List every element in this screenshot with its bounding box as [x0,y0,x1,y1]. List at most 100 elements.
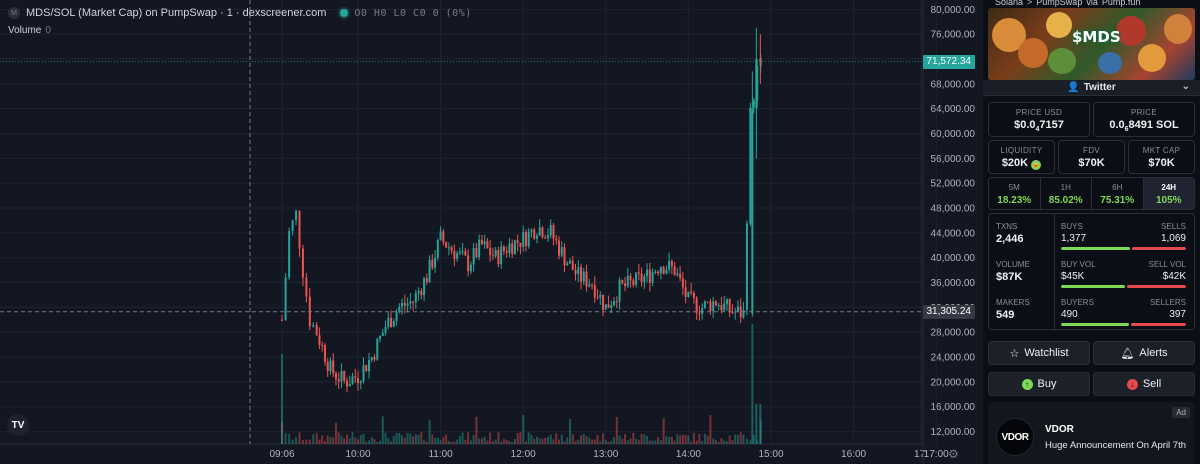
candle-body [390,317,393,327]
tradingview-logo-icon[interactable]: TV [7,414,29,436]
candle-body [442,231,445,242]
candle-body [511,243,514,254]
price-tick-label: 68,000.00 [931,79,976,90]
volume-bar [725,441,728,444]
volume-bar [305,439,308,444]
price-tick-label: 80,000.00 [931,5,976,16]
tab-6h[interactable]: 6H 75.31% [1092,178,1144,209]
volume-bar [728,435,731,444]
candle-body [646,269,649,277]
arrow-down-icon: ↓ [1126,378,1138,390]
breadcrumb-chain[interactable]: Solana [995,0,1024,7]
volume-label: Volume [8,25,42,36]
candle-body [668,260,671,270]
candle-body [345,380,348,387]
volume-bar [472,434,475,444]
price-tick-label: 20,000.00 [931,377,976,388]
candle-body [409,301,412,304]
candle-body [690,291,693,293]
volume-bar [381,416,384,444]
volume-bar [284,433,287,444]
twitter-link[interactable]: 👤 Twitter ⌄ [983,80,1200,96]
fdv-label: FDV [1083,146,1100,155]
tab-1h[interactable]: 1H 85.02% [1041,178,1092,209]
time-tick-label: 11:00 [428,449,453,460]
volume-bar [563,441,566,444]
alerts-button[interactable]: 🔔︎ Alerts [1093,341,1195,365]
person-icon: 👤 [1067,82,1080,93]
buy-button[interactable]: ↑ Buy [988,372,1090,396]
volume-bar [739,432,742,444]
volume-bar [390,441,393,444]
candle-body [381,332,384,336]
time-tick-label: 17: [914,449,928,460]
candle-body [621,279,624,284]
price-tick-label: 76,000.00 [931,30,976,41]
volume-bar [544,437,547,444]
candle-body [365,365,368,372]
candle-body [751,108,754,314]
tab-5m[interactable]: 5M 18.23% [989,178,1041,209]
candle-body [533,229,536,239]
candle-body [552,225,555,239]
volume-bar [469,440,472,444]
volume-bar [546,436,549,444]
tab-24h[interactable]: 24H 105% [1143,178,1194,209]
volume-bar [442,436,445,444]
sell-button[interactable]: ↓ Sell [1093,372,1195,396]
chart-title: MDS/SOL (Market Cap) on PumpSwap · 1 · d… [26,7,327,19]
volume-bar [577,439,580,444]
candle-body [546,235,549,239]
candle-body [535,235,538,239]
candle-body [425,278,428,283]
candle-body [489,248,492,256]
candle-body [648,269,651,283]
volume-bar [392,435,395,444]
candle-body [359,381,362,384]
volume-bar [527,432,530,444]
breadcrumb: Solana > PumpSwap via Pump.fun [983,0,1200,9]
price-tick-label: 60,000.00 [931,129,976,140]
candle-body [530,229,533,232]
chevron-down-icon[interactable]: ⌄ [1181,81,1190,92]
candle-body [494,249,497,257]
candle-body [423,278,426,296]
candle-body [582,271,585,282]
candle-body [362,365,365,382]
volume-bar [387,438,390,444]
watchlist-button[interactable]: ☆ Watchlist [988,341,1090,365]
volume-bar [651,440,654,444]
chart-panel[interactable]: 80,000.0076,000.0072,000.0068,000.0064,0… [0,0,983,464]
volume-bar [298,432,301,444]
candle-body [538,227,541,236]
candle-body [588,284,591,287]
candle-body [315,325,318,336]
volume-bar [486,440,489,444]
ad-banner[interactable]: Ad VDOR VDOR Huge Announcement On April … [988,402,1195,464]
candle-body [629,275,632,281]
time-tick-label: 16:00 [841,449,866,460]
volume-bar [673,440,676,444]
candle-body [395,312,398,322]
volume-bar [681,434,684,444]
candle-body [312,325,315,327]
candle-body [637,272,640,274]
price-tick-label: 28,000.00 [931,328,976,339]
price-tick-label: 56,000.00 [931,154,976,165]
time-tick-label: 12:00 [511,449,536,460]
volume-bar [401,435,404,444]
volume-bar [731,440,734,444]
candle-body [657,271,660,274]
candle-body [332,360,335,374]
candle-body [417,291,420,294]
breadcrumb-dex[interactable]: PumpSwap [1036,0,1083,7]
settings-gear-icon[interactable]: ⚙ [948,447,959,461]
volume-bar [321,435,324,444]
breadcrumb-launchpad[interactable]: Pump.fun [1101,0,1141,7]
lock-icon[interactable]: 🔒 [1031,160,1042,170]
price-chart[interactable]: 80,000.0076,000.0072,000.0068,000.0064,0… [0,0,983,464]
candle-body [676,273,679,276]
time-tick-label: 14:00 [676,449,701,460]
volume-bar [560,434,563,444]
volume-bar [312,434,315,444]
